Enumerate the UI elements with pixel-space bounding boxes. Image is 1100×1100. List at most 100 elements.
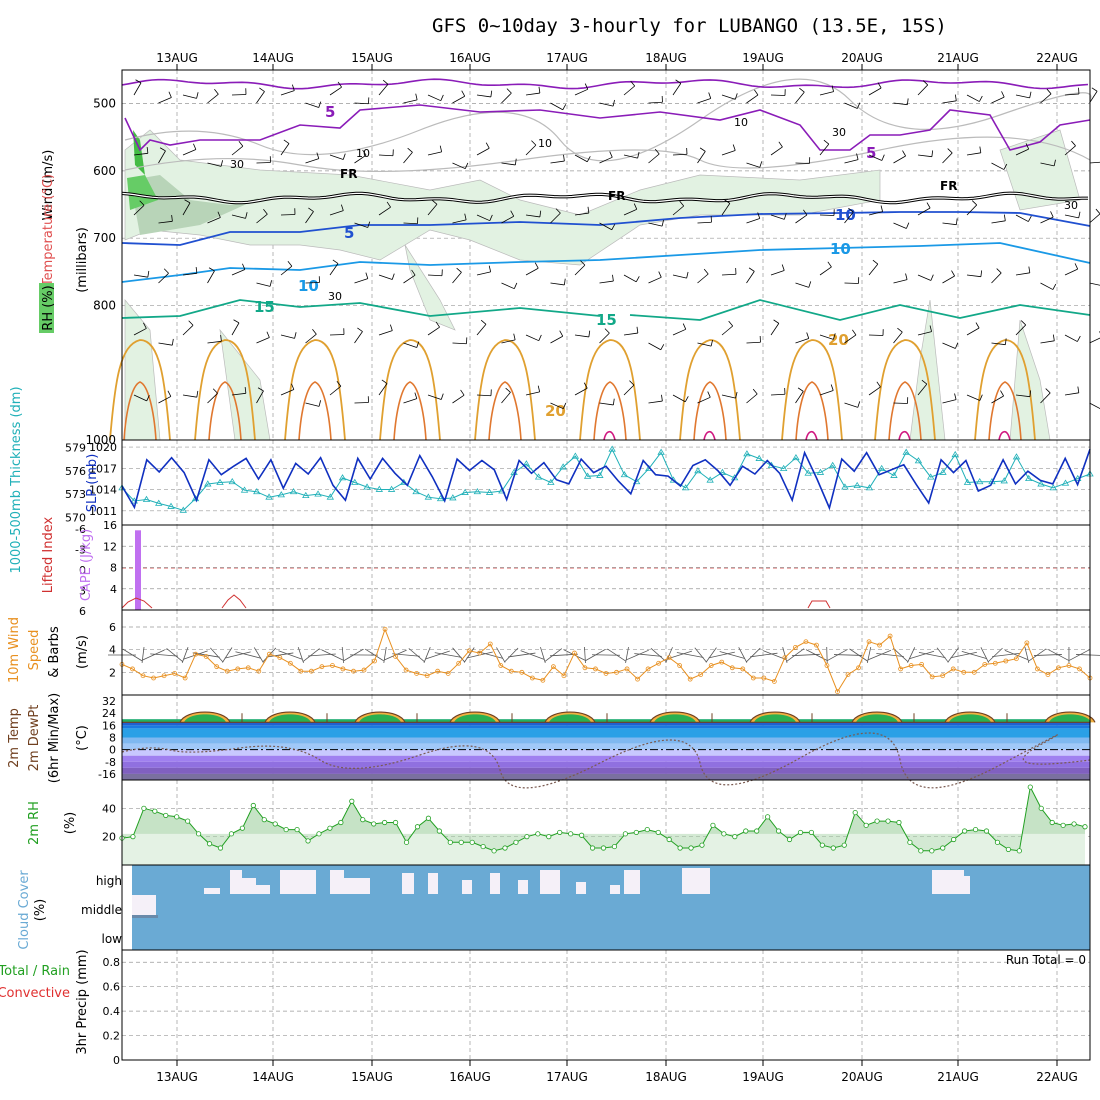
rh-point [589, 845, 596, 851]
wind-barb [942, 222, 957, 226]
cloud-clear-patch [330, 870, 344, 894]
wind-barb [648, 222, 663, 227]
wind-barb-flag [214, 89, 219, 95]
wind10m-label: 10m Wind [7, 617, 22, 683]
bottom-date-label: 14AUG [252, 1070, 294, 1084]
wind-barb [991, 162, 1005, 170]
wind-barb [452, 95, 465, 104]
rh-tick: 20 [102, 831, 116, 844]
wind-barb-flag [759, 161, 763, 168]
freezing-level-inner [121, 192, 1088, 204]
wind-barb [991, 272, 1002, 284]
wind-speed-point [224, 668, 230, 674]
wind-barb [917, 207, 931, 216]
isotherm-0 [121, 78, 1089, 90]
wind-speed-point [130, 666, 135, 672]
temp-tick: 24 [102, 707, 116, 720]
wind-barb [1064, 334, 1078, 342]
wind-barb [1015, 214, 1029, 222]
wind-barb-flag [135, 79, 142, 84]
wind-barb-flag [906, 98, 909, 105]
thickness-point [1012, 453, 1021, 460]
pressure-tick-label: 500 [93, 97, 116, 111]
wind-barb-flag [220, 160, 223, 167]
wind-barb [893, 102, 908, 106]
wind-barb [550, 102, 563, 111]
wind-barb [966, 274, 981, 278]
top-date-label: 20AUG [841, 51, 883, 65]
wind-barb [207, 270, 215, 284]
wind-barb [1040, 282, 1054, 290]
wind-barb-flag [611, 224, 616, 230]
wind-barb-flag [797, 387, 804, 392]
wind-barb-flag [612, 398, 615, 406]
rh-point [414, 824, 421, 830]
wind-speed-point [771, 679, 777, 684]
wind-barb-10m [762, 650, 787, 660]
cloud-clear-patch [462, 880, 472, 894]
rh-point [907, 839, 913, 845]
wind-barb-10m [907, 647, 916, 663]
wind-barb-flag [1020, 320, 1027, 326]
wind-barb [893, 331, 903, 344]
rh-point [1038, 805, 1044, 811]
rh-point [163, 812, 169, 819]
wind-barb-flag [703, 268, 709, 275]
wind-barb-flag [856, 153, 859, 160]
wind-barb [697, 98, 711, 104]
pressure-tick-label: 700 [93, 231, 116, 245]
wind-barb-flag [1004, 338, 1007, 345]
wind-barb [672, 328, 686, 336]
wind-speed-point [1013, 656, 1019, 662]
wind-barb-10m [584, 646, 586, 664]
wind-barb [672, 274, 687, 279]
wind-barb-flag [654, 148, 660, 155]
wind-speed-point [319, 664, 325, 670]
wind-barb [158, 272, 169, 284]
thickness-point [596, 471, 604, 478]
rh-point [852, 809, 858, 816]
cape-tick: 16 [103, 519, 117, 532]
wind-barb-10m [452, 647, 466, 663]
wind-barb [525, 267, 539, 276]
wind-barb [721, 150, 736, 156]
rh-point [808, 829, 815, 836]
isotherm-20 [579, 339, 641, 441]
thickness-point [939, 468, 947, 475]
wind-speed-point [508, 668, 514, 674]
wind-barb-10m [987, 647, 1003, 663]
wind-speed-point [835, 689, 840, 694]
rh-point [666, 836, 672, 843]
rh-point [721, 831, 727, 837]
thickness-point [792, 453, 800, 461]
thickness-point [571, 452, 580, 459]
wind-barb-flag [710, 339, 713, 347]
wind-barb-flag [897, 327, 903, 333]
contour-label: 10 [835, 206, 856, 224]
wind-barb-flag [852, 329, 857, 336]
thickness-point [142, 495, 151, 502]
wind-barb-10m [786, 648, 805, 662]
wind-barb-10m [253, 647, 264, 663]
wind10m-label3: & Barbs [47, 626, 62, 678]
thickness-point [436, 494, 445, 502]
isotherm-30 [603, 430, 616, 441]
wind-barb-flag [147, 270, 150, 278]
wind-barb-10m [302, 648, 320, 662]
wind-speed-point [803, 639, 809, 645]
isotherm-25 [208, 381, 242, 441]
thickness-point [400, 478, 408, 485]
wind-barb [991, 96, 1005, 104]
wind-barb-flag [340, 204, 344, 211]
rh-point [217, 845, 224, 851]
thickness-tick: 573 [65, 488, 86, 501]
wind-barb-10m [992, 652, 1020, 658]
wind-speed-point [792, 645, 798, 650]
wind-barb [427, 94, 441, 102]
wind-barb-10m [266, 652, 294, 658]
wind-barb-flag [830, 384, 834, 391]
wind-barb-flag [584, 83, 589, 90]
wind-speed-point [256, 668, 262, 674]
wind-barb-flag [929, 325, 932, 332]
rh-point [863, 822, 869, 828]
